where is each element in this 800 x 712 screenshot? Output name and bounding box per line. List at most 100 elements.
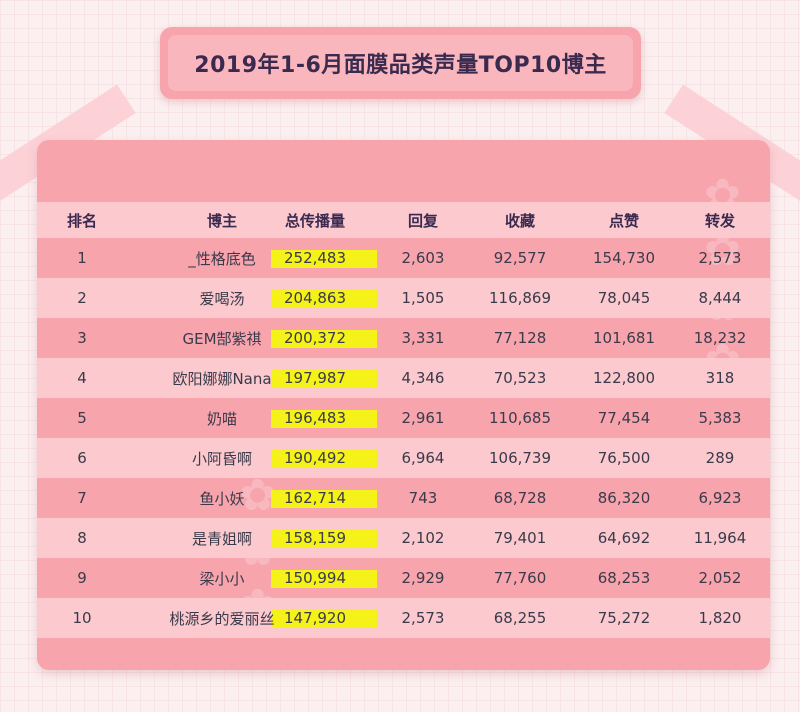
cell-replies: 3,331 — [401, 329, 445, 347]
table-row: 10 桃源乡的爱丽丝 147,920 2,573 68,255 75,272 1,820 — [37, 598, 770, 638]
cell-favorites: 92,577 — [493, 249, 547, 267]
cell-rank: 7 — [77, 489, 87, 507]
page-title: 2019年1-6月面膜品类声量TOP10博主 — [168, 35, 633, 91]
cell-blogger: 奶喵 — [206, 409, 237, 428]
cell-replies: 2,961 — [401, 409, 445, 427]
cell-total-reach: 197,987 — [283, 369, 347, 387]
cell-blogger: 小阿昏啊 — [191, 449, 252, 468]
table-row: 1 _性格底色 252,483 2,603 92,577 154,730 2,573 — [37, 238, 770, 278]
table-row: 8 是青姐啊 158,159 2,102 79,401 64,692 11,964 — [37, 518, 770, 558]
total-reach-highlight — [271, 370, 377, 388]
header-blogger: 博主 — [206, 211, 237, 230]
cell-likes: 68,253 — [597, 569, 651, 587]
ranking-table: 排名 博主 总传播量 回复 收藏 点赞 转发 1 _性格底色 252,483 2,603 92,57… — [37, 202, 770, 638]
total-reach-highlight — [271, 530, 377, 548]
cell-replies: 2,102 — [401, 529, 445, 547]
table-body: 1 _性格底色 252,483 2,603 92,577 154,730 2,573 2 爱喝汤… — [37, 238, 770, 638]
header-replies: 回复 — [407, 211, 438, 230]
cell-total-reach: 200,372 — [283, 329, 347, 347]
cell-blogger: GEM郜紫祺 — [182, 329, 262, 348]
cell-reposts: 18,232 — [693, 329, 747, 347]
cell-favorites: 77,760 — [493, 569, 547, 587]
header-total-reach: 总传播量 — [284, 211, 345, 230]
cell-total-reach: 196,483 — [283, 409, 347, 427]
header-favorites: 收藏 — [504, 211, 535, 230]
cell-blogger: 爱喝汤 — [199, 289, 245, 308]
cell-likes: 75,272 — [597, 609, 651, 627]
cell-rank: 2 — [77, 289, 87, 307]
title-card: 2019年1-6月面膜品类声量TOP10博主 — [160, 27, 641, 99]
cell-rank: 5 — [77, 409, 87, 427]
cell-reposts: 11,964 — [693, 529, 747, 547]
cell-rank: 8 — [77, 529, 87, 547]
table-row: 7 鱼小妖 162,714 743 68,728 86,320 6,923 — [37, 478, 770, 518]
cell-likes: 122,800 — [592, 369, 656, 387]
table-header-row: 排名 博主 总传播量 回复 收藏 点赞 转发 — [37, 202, 770, 238]
cell-blogger: 是青姐啊 — [191, 529, 252, 548]
cell-favorites: 79,401 — [493, 529, 547, 547]
cell-likes: 78,045 — [597, 289, 651, 307]
table-row: 4 欧阳娜娜Nana 197,987 4,346 70,523 122,800 318 — [37, 358, 770, 398]
cell-favorites: 106,739 — [488, 449, 552, 467]
total-reach-highlight — [271, 250, 377, 268]
header-likes: 点赞 — [608, 211, 639, 230]
cell-blogger: _性格底色 — [188, 249, 256, 268]
cell-replies: 4,346 — [401, 369, 445, 387]
cell-total-reach: 204,863 — [283, 289, 347, 307]
cell-reposts: 2,573 — [698, 249, 742, 267]
cell-total-reach: 147,920 — [283, 609, 347, 627]
table-row: 3 GEM郜紫祺 200,372 3,331 77,128 101,681 18,232 — [37, 318, 770, 358]
total-reach-highlight — [271, 490, 377, 508]
table-row: 2 爱喝汤 204,863 1,505 116,869 78,045 8,444 — [37, 278, 770, 318]
cell-rank: 1 — [77, 249, 87, 267]
cell-likes: 76,500 — [597, 449, 651, 467]
cell-total-reach: 252,483 — [283, 249, 347, 267]
cell-favorites: 70,523 — [493, 369, 547, 387]
total-reach-highlight — [271, 570, 377, 588]
cell-favorites: 68,255 — [493, 609, 547, 627]
cell-blogger: 欧阳娜娜Nana — [172, 369, 272, 388]
header-reposts: 转发 — [704, 211, 735, 230]
cell-total-reach: 162,714 — [283, 489, 347, 507]
cell-total-reach: 158,159 — [283, 529, 347, 547]
cell-total-reach: 150,994 — [283, 569, 347, 587]
cell-rank: 4 — [77, 369, 87, 387]
cell-replies: 1,505 — [401, 289, 445, 307]
total-reach-highlight — [271, 450, 377, 468]
cell-blogger: 桃源乡的爱丽丝 — [169, 609, 275, 628]
cell-rank: 10 — [72, 609, 92, 627]
cell-likes: 64,692 — [597, 529, 651, 547]
total-reach-highlight — [271, 610, 377, 628]
total-reach-highlight — [271, 330, 377, 348]
table-row: 5 奶喵 196,483 2,961 110,685 77,454 5,383 — [37, 398, 770, 438]
cell-total-reach: 190,492 — [283, 449, 347, 467]
cell-replies: 2,929 — [401, 569, 445, 587]
cell-replies: 743 — [408, 489, 438, 507]
total-reach-highlight — [271, 410, 377, 428]
cell-likes: 101,681 — [592, 329, 656, 347]
cell-favorites: 77,128 — [493, 329, 547, 347]
cell-likes: 77,454 — [597, 409, 651, 427]
cell-reposts: 318 — [705, 369, 735, 387]
cell-reposts: 289 — [705, 449, 735, 467]
cell-favorites: 68,728 — [493, 489, 547, 507]
cell-likes: 154,730 — [592, 249, 656, 267]
cell-reposts: 5,383 — [698, 409, 742, 427]
cell-replies: 2,603 — [401, 249, 445, 267]
cell-replies: 6,964 — [401, 449, 445, 467]
cell-reposts: 6,923 — [698, 489, 742, 507]
cell-rank: 9 — [77, 569, 87, 587]
cell-reposts: 1,820 — [698, 609, 742, 627]
cell-reposts: 8,444 — [698, 289, 742, 307]
cell-rank: 3 — [77, 329, 87, 347]
header-rank: 排名 — [66, 211, 97, 230]
table-row: 6 小阿昏啊 190,492 6,964 106,739 76,500 289 — [37, 438, 770, 478]
cell-blogger: 鱼小妖 — [199, 489, 245, 508]
cell-likes: 86,320 — [597, 489, 651, 507]
cell-replies: 2,573 — [401, 609, 445, 627]
total-reach-highlight — [271, 290, 377, 308]
table-row: 9 梁小小 150,994 2,929 77,760 68,253 2,052 — [37, 558, 770, 598]
cell-rank: 6 — [77, 449, 87, 467]
cell-favorites: 116,869 — [488, 289, 552, 307]
